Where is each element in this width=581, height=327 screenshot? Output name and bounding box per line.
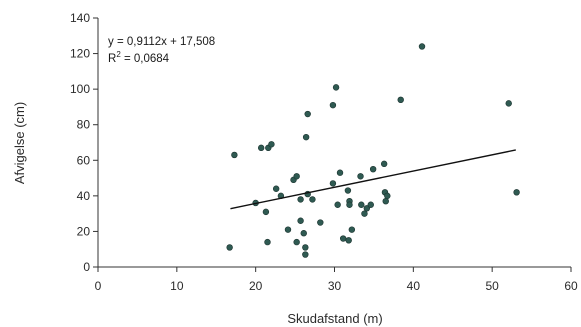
data-point <box>302 133 310 141</box>
y-tick-label: 60 <box>77 153 91 167</box>
data-point <box>380 160 388 168</box>
data-point <box>304 110 311 118</box>
trendline <box>230 149 516 210</box>
data-point <box>226 244 233 251</box>
data-point <box>257 144 265 152</box>
data-point <box>363 205 371 212</box>
x-tick-label: 10 <box>170 279 184 293</box>
x-tick-label: 0 <box>95 279 102 293</box>
data-point <box>346 201 353 208</box>
data-point <box>262 208 270 216</box>
data-point <box>268 141 275 148</box>
data-point <box>300 230 307 237</box>
data-point <box>348 226 356 233</box>
x-axis-title: Skudafstand (m) <box>287 311 382 326</box>
data-point <box>302 251 309 258</box>
data-point <box>284 226 292 233</box>
trendline-layer <box>230 149 516 210</box>
data-point <box>309 196 316 203</box>
data-point <box>317 219 324 226</box>
regression-equation: y = 0,9112x + 17,508 <box>108 36 215 48</box>
x-tick-label: 30 <box>328 279 342 293</box>
data-point <box>505 100 512 107</box>
data-point <box>418 43 426 50</box>
data-point <box>367 201 374 208</box>
y-tick-label: 140 <box>70 11 90 25</box>
r-squared-label: R2 = 0,0684 <box>108 50 170 65</box>
y-tick-label: 0 <box>83 260 90 274</box>
y-tick-label: 40 <box>77 189 91 203</box>
data-point <box>384 192 391 200</box>
data-point <box>264 238 271 246</box>
y-tick-label: 120 <box>70 47 90 61</box>
data-point <box>361 210 368 217</box>
y-tick-label: 20 <box>77 224 91 238</box>
data-point <box>329 180 337 187</box>
data-point <box>332 84 340 91</box>
data-point <box>231 151 238 159</box>
data-point <box>293 173 300 180</box>
data-point <box>272 185 280 192</box>
data-point <box>297 217 304 224</box>
data-point <box>358 201 365 208</box>
data-point <box>336 169 344 176</box>
axes: 0 20 40 60 80 100 120 140 0 10 20 30 40 50 60 <box>70 11 578 293</box>
x-tick-label: 60 <box>564 279 578 293</box>
data-point <box>369 165 377 173</box>
data-point <box>397 96 404 104</box>
data-point <box>297 196 304 203</box>
data-point <box>302 244 309 251</box>
x-tick-label: 20 <box>249 279 263 293</box>
y-tick-label: 80 <box>77 118 91 132</box>
data-point <box>344 187 352 194</box>
x-tick-label: 50 <box>485 279 499 293</box>
data-point <box>329 101 337 109</box>
data-point <box>513 189 520 196</box>
data-point <box>357 173 364 180</box>
data-point <box>293 238 300 246</box>
data-points <box>226 43 520 258</box>
y-tick-label: 100 <box>70 82 90 96</box>
data-point <box>334 201 341 208</box>
data-point <box>339 235 347 242</box>
data-point <box>382 197 389 205</box>
data-point <box>345 237 352 244</box>
y-axis-title: Afvigelse (cm) <box>12 102 27 184</box>
x-tick-label: 40 <box>407 279 421 293</box>
